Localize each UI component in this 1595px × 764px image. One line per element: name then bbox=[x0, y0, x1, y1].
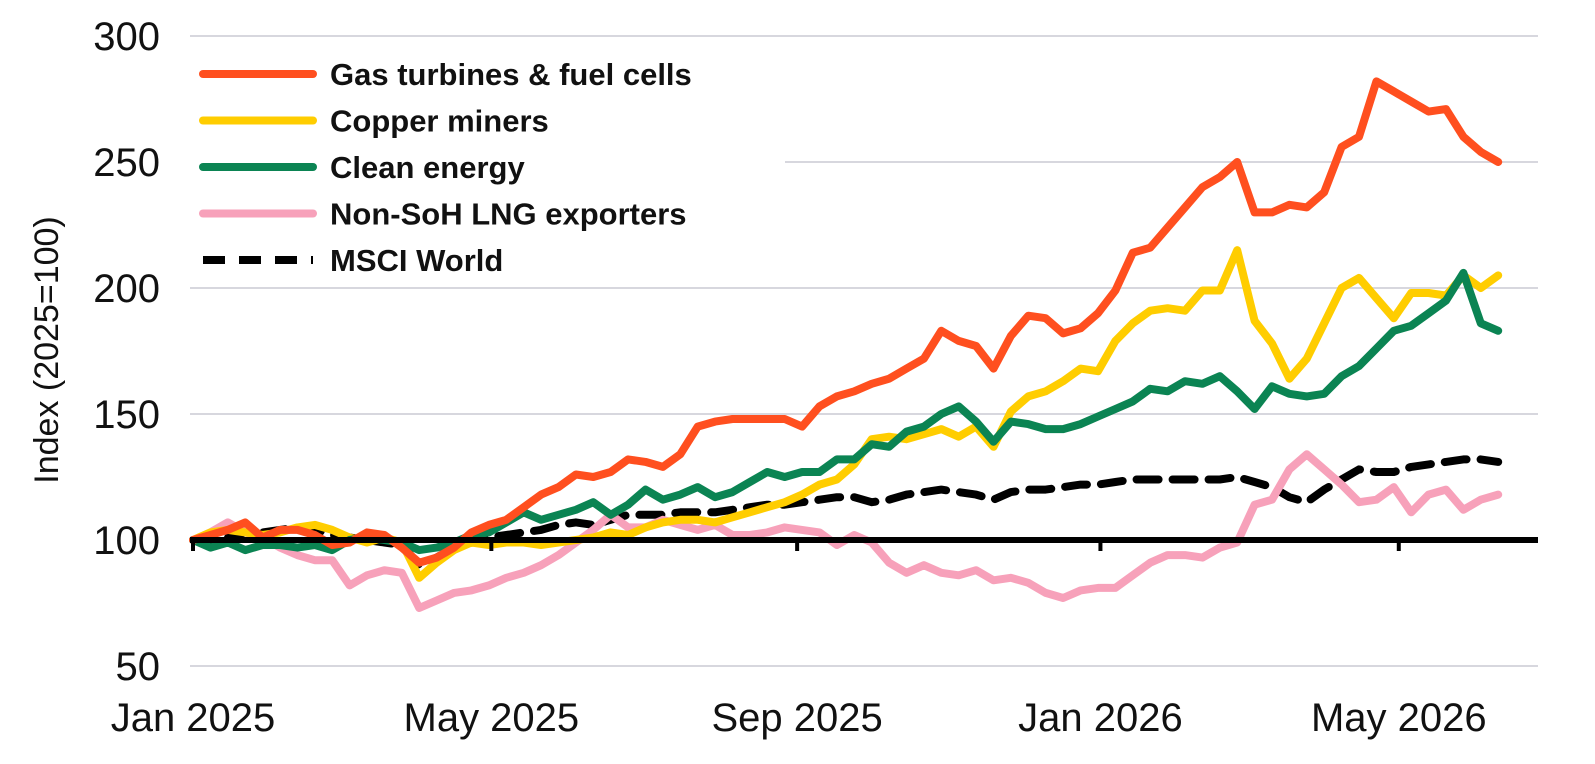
legend-label-clean-energy: Clean energy bbox=[330, 150, 525, 185]
y-tick-labels: 50 100 150 200 250 300 bbox=[93, 15, 160, 689]
y-tick-300: 300 bbox=[93, 15, 160, 59]
x-tick-label-2: Sep 2025 bbox=[711, 696, 882, 740]
baseline-axis bbox=[190, 537, 1538, 551]
series-line-gas-turbines-fuel-cells bbox=[189, 77, 1503, 567]
y-axis-title: Index (2025=100) bbox=[28, 216, 66, 483]
y-tick-100: 100 bbox=[93, 519, 160, 563]
y-tick-50: 50 bbox=[116, 645, 161, 689]
x-tick-label-0: Jan 2025 bbox=[111, 696, 276, 740]
x-tick-label-3: Jan 2026 bbox=[1018, 696, 1183, 740]
legend-label-msci-world: MSCI World bbox=[330, 243, 503, 278]
legend-label-gas-turbines-fuel-cells: Gas turbines & fuel cells bbox=[330, 57, 692, 92]
gridlines bbox=[190, 35, 1538, 667]
series-line-non-soh-lng-exporters bbox=[189, 450, 1503, 612]
legend: Gas turbines & fuel cells Copper miners Cl… bbox=[199, 57, 692, 278]
y-tick-250: 250 bbox=[93, 141, 160, 185]
x-tick-labels: Jan 2025 May 2025 Sep 2025 Jan 2026 May 2026 bbox=[111, 696, 1487, 740]
legend-label-copper-miners: Copper miners bbox=[330, 104, 549, 139]
x-tick-label-1: May 2025 bbox=[404, 696, 580, 740]
legend-label-non-soh-lng-exporters: Non-SoH LNG exporters bbox=[330, 197, 687, 232]
series-line-clean-energy bbox=[189, 268, 1503, 555]
y-tick-150: 150 bbox=[93, 393, 160, 437]
x-tick-label-4: May 2026 bbox=[1311, 696, 1487, 740]
y-tick-200: 200 bbox=[93, 267, 160, 311]
